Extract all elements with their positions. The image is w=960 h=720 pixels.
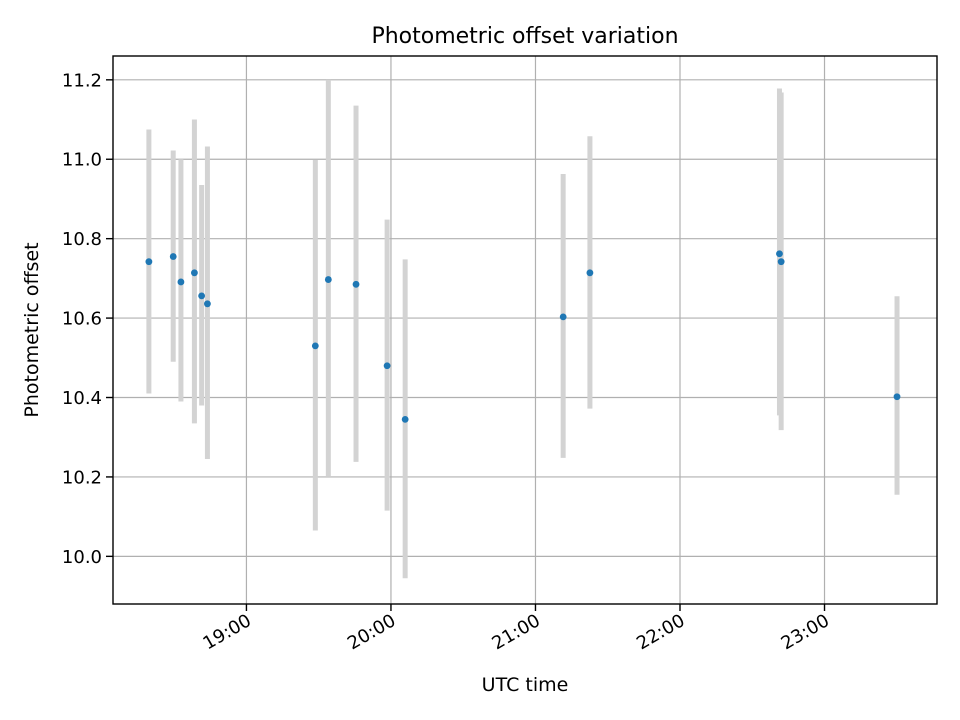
data-point xyxy=(893,393,901,401)
data-point xyxy=(191,269,198,277)
data-points xyxy=(145,250,901,423)
data-point xyxy=(324,276,332,283)
plot-frame xyxy=(112,55,938,605)
data-point xyxy=(145,258,153,266)
y-axis-label: Photometric offset xyxy=(21,242,43,417)
data-point xyxy=(311,342,319,350)
data-point xyxy=(169,253,177,260)
y-tick-label: 10.4 xyxy=(62,388,102,409)
x-axis-label: UTC time xyxy=(482,674,569,696)
chart-title: Photometric offset variation xyxy=(371,24,678,49)
data-point xyxy=(204,300,211,308)
y-tick-label: 10.8 xyxy=(62,229,102,250)
data-point xyxy=(383,362,391,370)
data-point xyxy=(401,415,409,423)
y-tick-label: 10.2 xyxy=(62,467,102,488)
y-tick-label: 11.2 xyxy=(62,70,102,91)
data-point xyxy=(586,269,594,277)
data-point xyxy=(777,258,785,266)
y-tick-label: 10.0 xyxy=(62,547,102,568)
y-tick-label: 10.6 xyxy=(62,309,102,330)
data-point xyxy=(559,313,567,321)
data-point xyxy=(198,292,206,300)
data-point xyxy=(177,278,185,286)
grid-lines xyxy=(113,56,937,604)
axis-ticks xyxy=(106,79,826,611)
y-tick-label: 11.0 xyxy=(62,150,102,171)
data-point xyxy=(352,280,360,288)
data-point xyxy=(776,250,783,258)
